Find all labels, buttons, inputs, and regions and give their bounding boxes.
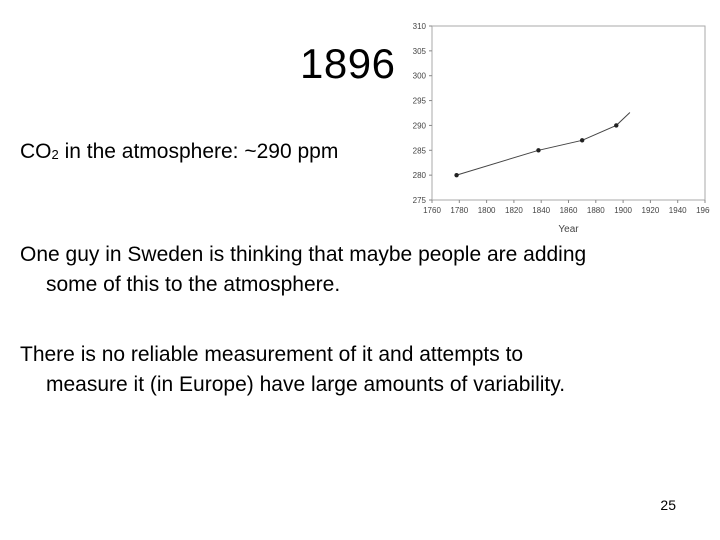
y-tick-label: 275 — [413, 196, 427, 205]
y-tick-label: 285 — [413, 146, 427, 155]
co2-line-chart: 275 280 285 290 295 300 305 310 1760 1780 1800 1820… — [413, 22, 710, 235]
x-tick-label: 1820 — [505, 206, 523, 215]
x-tick-label: 1880 — [587, 206, 605, 215]
paragraph-measurement: There is no reliable measurement of it a… — [20, 340, 690, 400]
paragraph-measurement-line1: There is no reliable measurement of it a… — [20, 343, 524, 366]
x-tick-label: 1920 — [642, 206, 660, 215]
y-tick-label: 295 — [413, 97, 427, 106]
y-tick-label: 290 — [413, 121, 427, 130]
x-tick-label: 1860 — [560, 206, 578, 215]
co2-statement: CO2 in the atmosphere: ~290 ppm — [20, 140, 338, 164]
co2-suffix: in the atmosphere: ~290 ppm — [58, 140, 339, 163]
paragraph-sweden-line1: One guy in Sweden is thinking that maybe… — [20, 243, 587, 266]
x-tick-label: 1800 — [478, 206, 496, 215]
x-tick-label: 1900 — [614, 206, 632, 215]
y-tick-label: 305 — [413, 47, 427, 56]
series-line — [456, 112, 631, 176]
data-point — [454, 172, 459, 178]
y-tick-label: 310 — [413, 22, 427, 31]
x-tick-label: 1840 — [532, 206, 550, 215]
co2-subscript: 2 — [51, 147, 59, 162]
data-point — [614, 123, 619, 128]
x-tick-label: 1960 — [696, 206, 710, 215]
y-tick-label: 280 — [413, 171, 427, 180]
paragraph-sweden: One guy in Sweden is thinking that maybe… — [20, 240, 690, 300]
page-number: 25 — [660, 497, 676, 513]
paragraph-measurement-line2: measure it (in Europe) have large amount… — [46, 373, 566, 396]
co2-prefix: CO — [20, 140, 52, 163]
x-tick-label: 1760 — [423, 206, 441, 215]
slide-title: 1896 — [300, 40, 396, 87]
x-tick-label: 1940 — [669, 206, 687, 215]
data-point — [536, 148, 541, 153]
x-tick-label: 1780 — [450, 206, 468, 215]
y-tick-label: 300 — [413, 72, 427, 81]
plot-frame — [431, 25, 706, 201]
paragraph-sweden-line2: some of this to the atmosphere. — [46, 273, 341, 296]
x-axis-label: Year — [558, 224, 579, 235]
data-point — [579, 138, 585, 143]
